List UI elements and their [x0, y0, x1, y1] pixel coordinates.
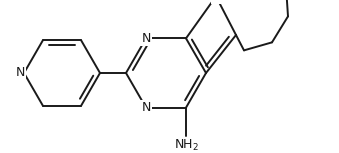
Text: N: N [141, 101, 151, 114]
Text: NH$_2$: NH$_2$ [174, 138, 199, 153]
Text: S: S [212, 0, 220, 3]
Text: N: N [141, 32, 151, 45]
Text: N: N [15, 67, 25, 80]
